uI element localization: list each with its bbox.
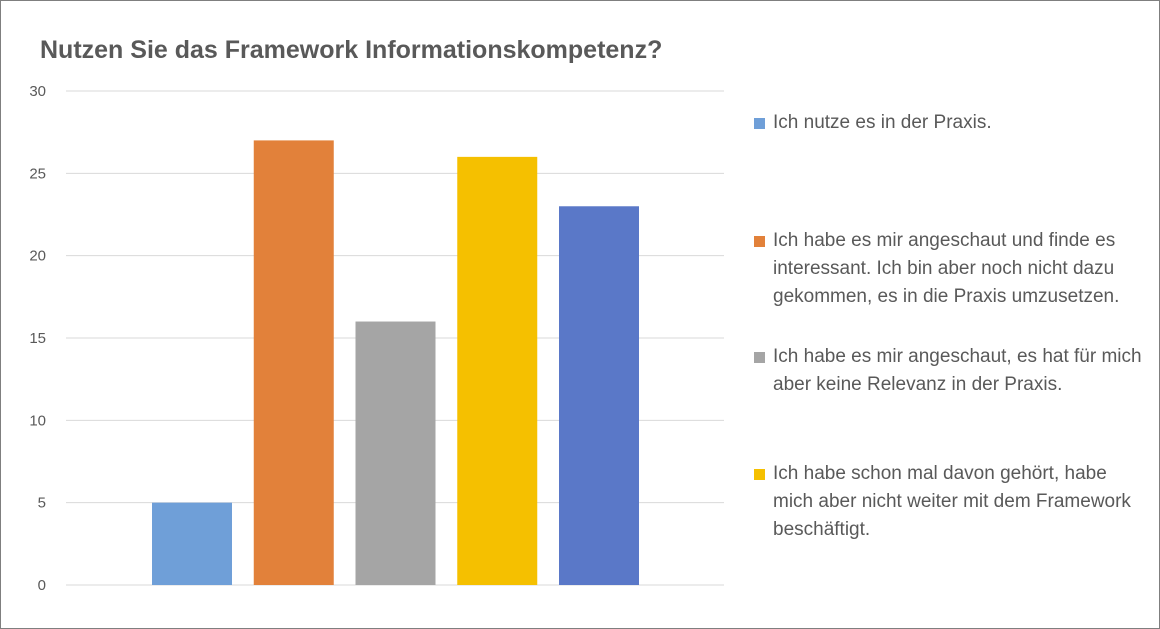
bar-1 [152, 502, 232, 585]
y-tick-label: 25 [29, 165, 46, 182]
legend-item-4: Ich habe schon mal davon gehört, habe mi… [754, 460, 1149, 544]
legend-swatch [754, 236, 765, 247]
chart-title: Nutzen Sie das Framework Informationskom… [40, 36, 663, 64]
y-tick-label: 5 [38, 495, 46, 512]
legend-item-2: Ich habe es mir angeschaut und finde es … [754, 227, 1149, 311]
y-tick-label: 30 [29, 83, 46, 100]
legend-label: Ich habe es mir angeschaut, es hat für m… [773, 346, 1142, 395]
bar-4 [457, 156, 538, 585]
y-tick-label: 0 [38, 577, 46, 594]
bar-5 [559, 206, 639, 585]
legend-swatch [754, 469, 765, 480]
bars [152, 140, 639, 585]
bar-3 [355, 321, 436, 585]
bar-2 [253, 140, 334, 585]
legend-swatch [754, 352, 765, 363]
legend-label: Ich habe schon mal davon gehört, habe mi… [773, 463, 1131, 540]
y-tick-label: 20 [29, 248, 46, 265]
legend-label: Ich nutze es in der Praxis. [773, 112, 992, 133]
legend-item-3: Ich habe es mir angeschaut, es hat für m… [754, 343, 1149, 399]
y-axis-ticks: 0 5 10 15 20 25 30 [29, 83, 46, 594]
legend-item-1: Ich nutze es in der Praxis. [754, 109, 1149, 137]
y-tick-label: 15 [29, 330, 46, 347]
y-tick-label: 10 [29, 412, 46, 429]
legend-swatch [754, 118, 765, 129]
legend-label: Ich habe es mir angeschaut und finde es … [773, 230, 1120, 307]
